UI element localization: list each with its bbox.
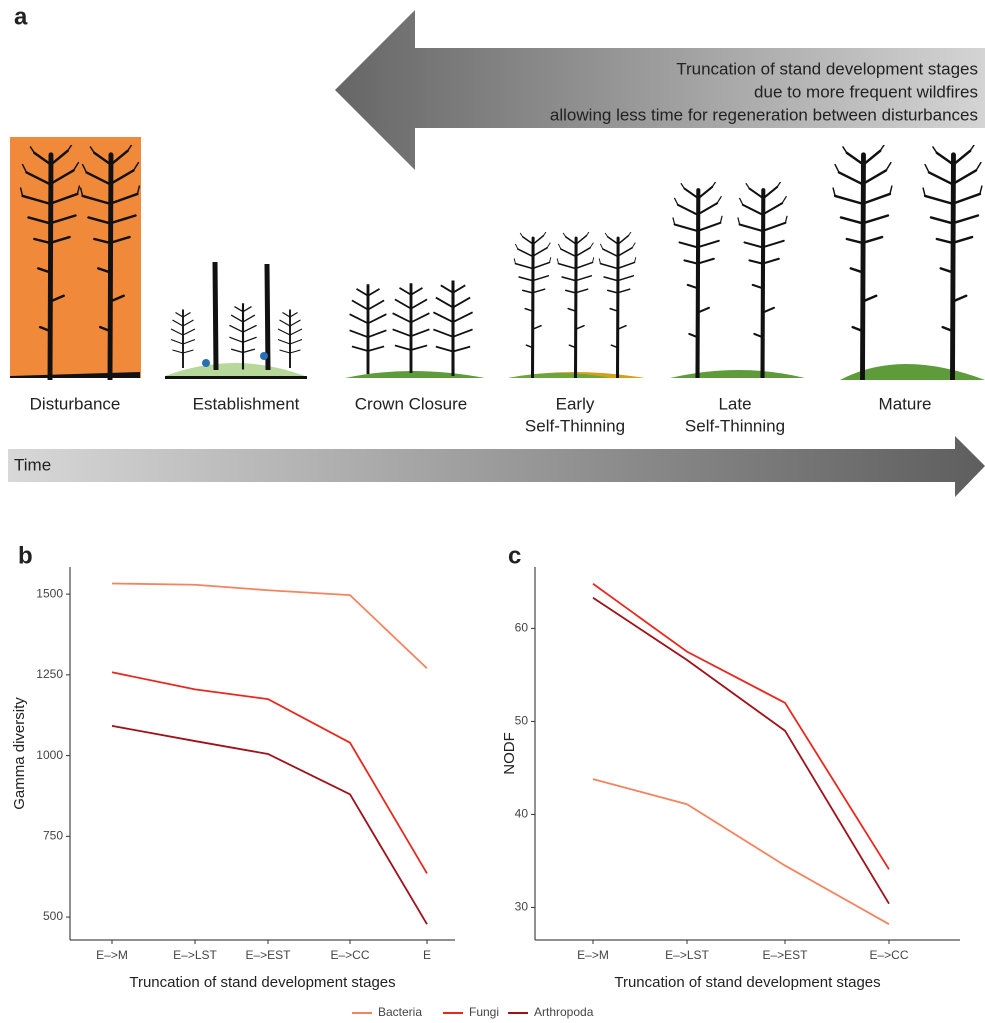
legend-label: Bacteria	[378, 1005, 422, 1019]
stand-illustrations	[10, 145, 985, 380]
x-tick-label: E–>M	[96, 948, 128, 962]
panel-label: c	[508, 542, 521, 569]
arrow-text-line: Truncation of stand development stages	[676, 59, 978, 78]
x-tick-label: E–>LST	[665, 948, 709, 962]
x-tick-label: E–>EST	[245, 948, 291, 962]
stage-label: Self-Thinning	[685, 416, 785, 435]
x-tick-label: E–>CC	[869, 948, 908, 962]
y-tick-label: 750	[43, 829, 63, 843]
panel-label: a	[14, 3, 28, 30]
y-tick-label: 60	[515, 621, 529, 635]
stage-label: Crown Closure	[355, 394, 467, 413]
y-axis-title: NODF	[501, 732, 518, 775]
series-line	[111, 725, 428, 925]
legend-label: Fungi	[469, 1005, 499, 1019]
y-tick-label: 1250	[36, 667, 63, 681]
stage-labels: Disturbance Establishment Crown Closure Ear…	[30, 394, 932, 435]
arrow-text: Truncation of stand development stages du…	[550, 59, 978, 124]
y-axis-title: Gamma diversity	[11, 697, 28, 810]
stage-label: Late	[718, 394, 751, 413]
legend: Bacteria Fungi Arthropoda	[352, 1005, 594, 1019]
x-tick-label: E–>CC	[330, 948, 369, 962]
x-tick-label: E–>EST	[762, 948, 808, 962]
fire-background	[10, 137, 141, 378]
series-line	[592, 778, 890, 925]
charts: b 500 750 1000 1250 1500 E–>M E–>LST E–>EST E–>CC…	[11, 542, 960, 991]
stage-label: Mature	[879, 394, 932, 413]
x-axis-title: Truncation of stand development stages	[129, 974, 395, 991]
legend-label: Arthropoda	[534, 1005, 594, 1019]
panel-label: b	[18, 542, 33, 569]
stage-label: Disturbance	[30, 394, 121, 413]
arrow-text-line: allowing less time for regeneration betw…	[550, 105, 978, 124]
time-label: Time	[14, 455, 51, 474]
series-line	[111, 671, 428, 874]
y-tick-label: 40	[515, 807, 529, 821]
y-tick-label: 500	[43, 909, 63, 923]
x-tick-label: E	[423, 948, 431, 962]
stage-label: Early	[556, 394, 595, 413]
truncation-arrow	[335, 10, 985, 170]
y-tick-label: 1000	[36, 748, 63, 762]
y-tick-label: 1500	[36, 586, 63, 600]
series-line	[592, 596, 890, 905]
y-tick-label: 50	[515, 714, 529, 728]
x-axis-title: Truncation of stand development stages	[614, 974, 880, 991]
x-tick-label: E–>LST	[173, 948, 217, 962]
time-arrow	[8, 436, 985, 497]
stage-label: Establishment	[193, 394, 300, 413]
arrow-text-line: due to more frequent wildfires	[754, 82, 978, 101]
series-line	[592, 583, 890, 870]
y-tick-label: 30	[515, 900, 529, 914]
series-line	[111, 582, 428, 670]
stage-label: Self-Thinning	[525, 416, 625, 435]
x-tick-label: E–>M	[577, 948, 609, 962]
